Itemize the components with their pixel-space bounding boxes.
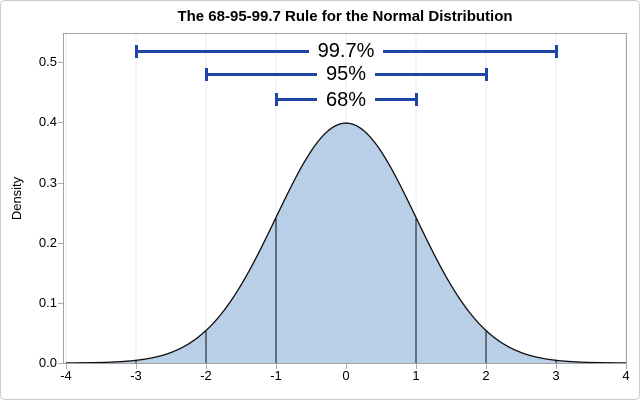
x-tick-label: -4	[60, 368, 72, 383]
x-tick-label: -3	[130, 368, 142, 383]
x-tick-label: 1	[412, 368, 420, 383]
bracket-cap	[554, 44, 558, 58]
x-tick-label: 4	[622, 368, 630, 383]
bracket-line	[207, 72, 317, 76]
bracket-line	[383, 49, 555, 53]
x-tick-mark	[556, 364, 557, 369]
x-tick-mark	[66, 364, 67, 369]
interval-bracket: 68%	[274, 88, 418, 111]
x-tick-label: 0	[342, 368, 350, 383]
interval-bracket: 99.7%	[134, 40, 558, 63]
x-tick-label: 3	[552, 368, 560, 383]
bracket-cap	[484, 67, 488, 81]
plot-svg	[65, 34, 626, 363]
bracket-line	[375, 98, 415, 102]
chart-title: The 68-95-99.7 Rule for the Normal Distr…	[177, 8, 513, 25]
y-axis-title-wrap: Density	[3, 33, 31, 363]
x-tick-mark	[626, 364, 627, 369]
y-tick-mark	[58, 122, 63, 124]
bracket-cap	[414, 93, 418, 107]
x-tick-mark	[276, 364, 277, 369]
y-tick-label: 0.5	[38, 54, 57, 70]
y-tick-label: 0.3	[38, 174, 57, 190]
plot-area: 99.7% 95% 68%	[63, 33, 627, 364]
bracket-line	[137, 49, 309, 53]
interval-label: 99.7%	[317, 40, 375, 63]
x-tick-mark	[136, 364, 137, 369]
x-tick-mark	[206, 364, 207, 369]
normal-curve	[65, 122, 626, 363]
y-tick-label: 0.1	[38, 294, 57, 310]
y-tick-label: 0.2	[38, 234, 57, 250]
bracket-cap	[204, 67, 208, 81]
bracket-cap	[134, 44, 138, 58]
normal-curve-fill	[66, 123, 626, 363]
x-tick-label: -1	[270, 368, 282, 383]
x-tick-mark	[486, 364, 487, 369]
interval-label: 68%	[325, 88, 367, 111]
y-tick-mark	[58, 182, 63, 184]
y-tick-label: 0.4	[38, 114, 57, 130]
x-tick-mark	[416, 364, 417, 369]
bracket-cap	[274, 93, 278, 107]
interval-bracket: 95%	[204, 63, 488, 86]
y-tick-mark	[58, 363, 63, 364]
interval-label: 95%	[325, 63, 367, 86]
x-tick-mark	[346, 364, 347, 369]
bracket-line	[375, 72, 485, 76]
y-tick-label: 0.0	[38, 355, 57, 370]
y-tick-mark	[58, 62, 63, 64]
y-tick-mark	[58, 242, 63, 244]
y-tick-mark	[58, 302, 63, 304]
x-tick-label: 2	[482, 368, 490, 383]
bracket-line	[277, 98, 317, 102]
x-tick-label: -2	[200, 368, 212, 383]
